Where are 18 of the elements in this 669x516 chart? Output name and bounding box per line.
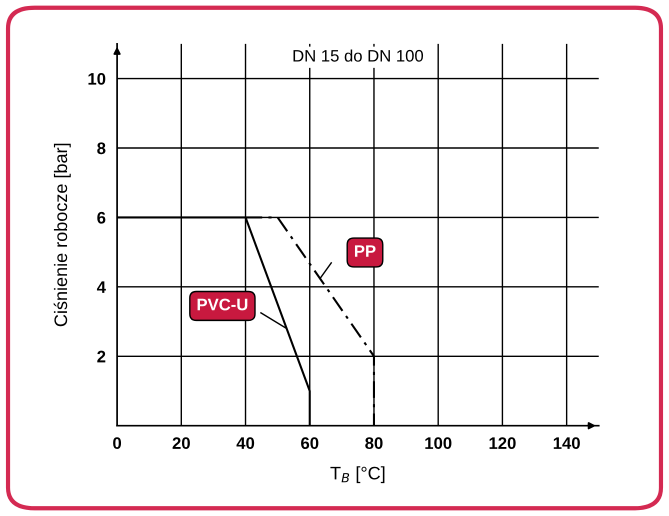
x-tick-label: 100	[425, 437, 452, 450]
y-tick-label: 2	[97, 350, 106, 362]
y-tick-label: 8	[97, 142, 106, 154]
series-label: PVC-U	[198, 298, 248, 310]
x-axis-title: T$_{B}$ [°C]	[330, 466, 384, 484]
chart-title: DN 15 do DN 100	[294, 49, 424, 62]
x-tick-label: 0	[113, 437, 122, 450]
x-tick-label: 140	[554, 437, 580, 450]
x-tick-label: 60	[301, 437, 318, 450]
x-tick-label: 40	[236, 437, 254, 450]
y-tick-label: 10	[88, 72, 106, 85]
text: PP	[354, 245, 376, 257]
y-tick-label: 4	[96, 281, 106, 293]
y-axis-title: Ciśnienie robocze [bar]	[54, 144, 71, 326]
x-tick-label: 80	[365, 437, 383, 450]
x-tick-label: 120	[490, 437, 516, 450]
x-tick-label: 20	[172, 437, 190, 450]
y-tick-label: 6	[97, 212, 106, 224]
